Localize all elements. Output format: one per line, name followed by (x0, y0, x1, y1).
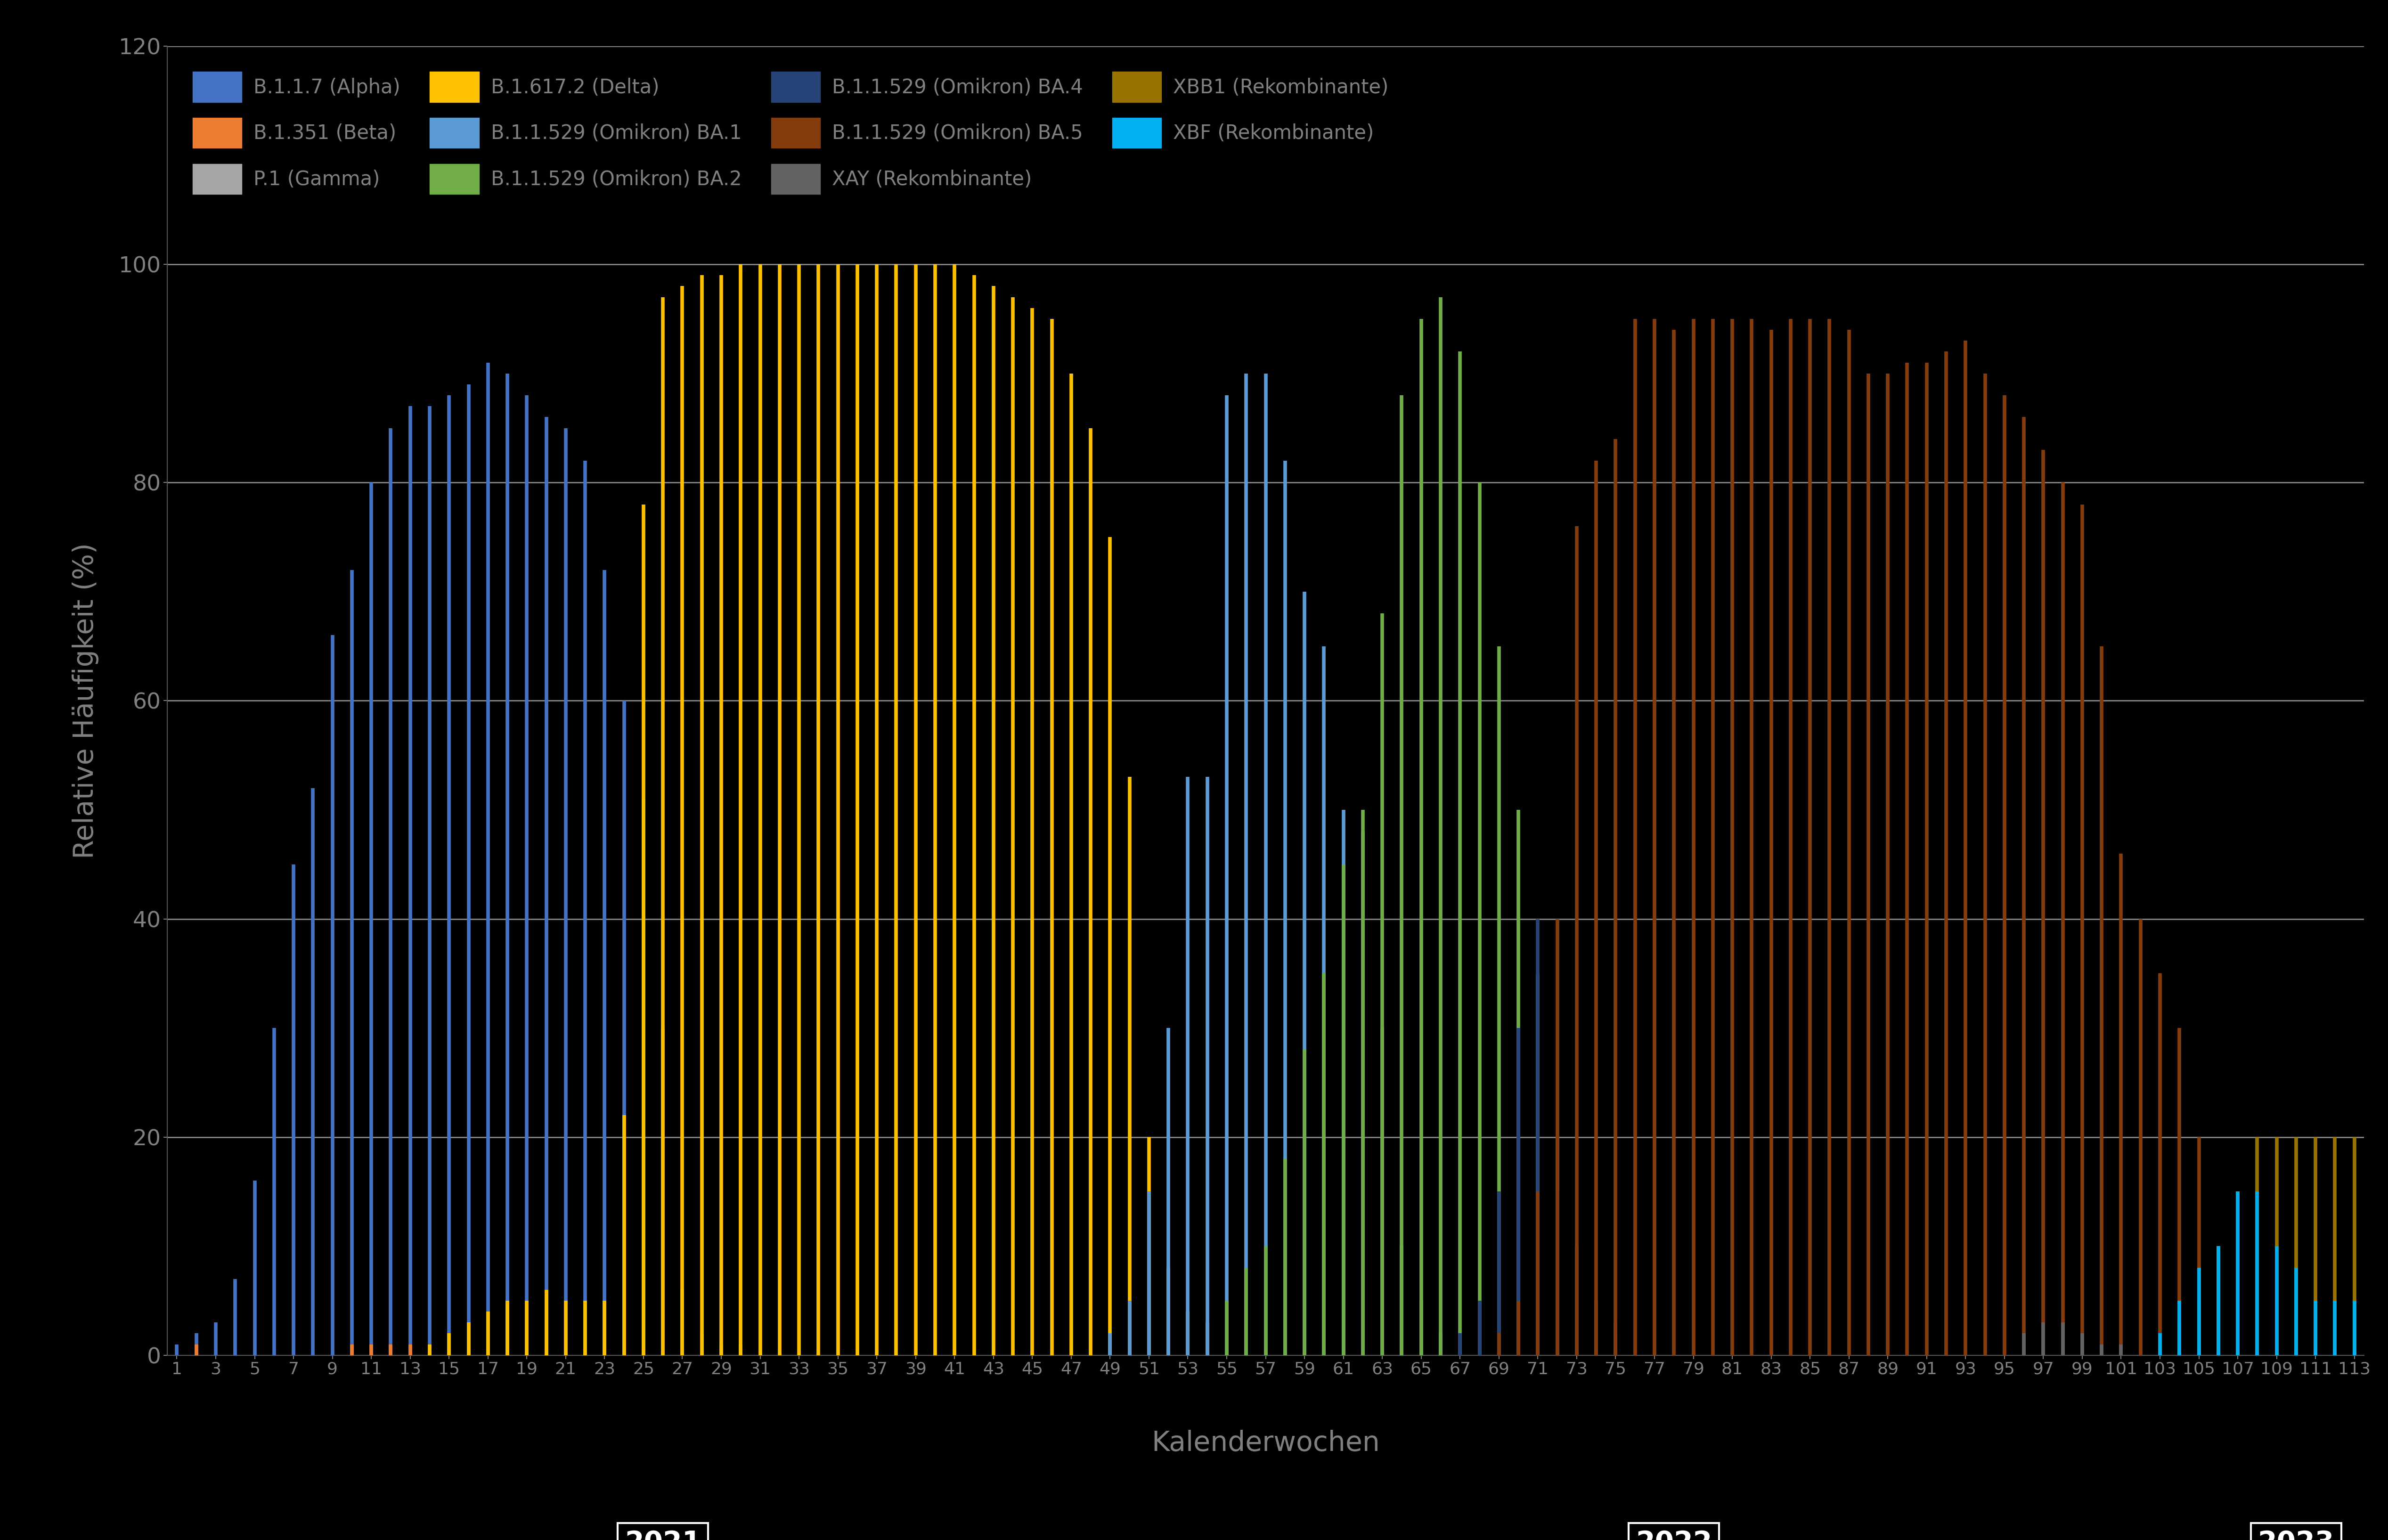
Legend: B.1.1.7 (Alpha), B.1.351 (Beta), P.1 (Gamma), B.1.617.2 (Delta), B.1.1.529 (Omik: B.1.1.7 (Alpha), B.1.351 (Beta), P.1 (Ga… (177, 55, 1404, 209)
Text: 2022: 2022 (1636, 1529, 1712, 1540)
X-axis label: Kalenderwochen: Kalenderwochen (1151, 1429, 1380, 1457)
Text: 2023: 2023 (2257, 1529, 2335, 1540)
Y-axis label: Relative Häufigkeit (%): Relative Häufigkeit (%) (72, 542, 98, 859)
Text: 2021: 2021 (626, 1529, 702, 1540)
